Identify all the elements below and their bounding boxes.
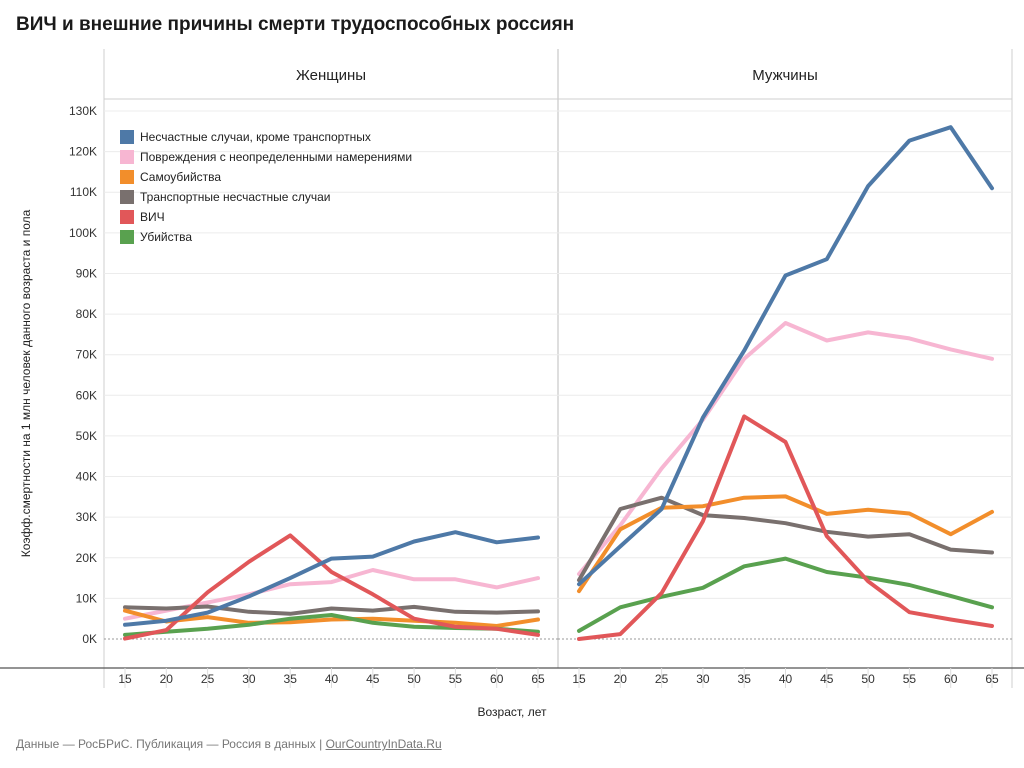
footer-text: Данные — РосБРиС. Публикация — Россия в … (16, 737, 326, 751)
panel-title-women: Женщины (296, 67, 366, 84)
x-tick-label: 45 (366, 672, 380, 686)
gridlines (104, 110, 1012, 640)
series-lines (123, 125, 994, 641)
series-line-men (577, 125, 994, 587)
y-tick-label: 50K (76, 429, 97, 443)
x-tick-label: 65 (531, 672, 545, 686)
x-tick-label: 30 (242, 672, 256, 686)
footer-link[interactable]: OurCountryInData.Ru (325, 737, 442, 751)
y-tick-label: 130K (69, 104, 97, 118)
legend-label: Убийства (140, 230, 192, 244)
series-line-women (123, 530, 540, 627)
x-tick-label: 30 (696, 672, 710, 686)
legend-label: Несчастные случаи, кроме транспортных (140, 130, 371, 144)
series-line-men (577, 494, 994, 594)
axes: 0K 10K 20K 30K 40K 50K 60K 70K 80K 90K 100K 110K 120… (19, 104, 999, 719)
chart-frame: Женщины Мужчины (0, 49, 1024, 688)
legend-swatch (120, 170, 134, 184)
y-tick-label: 100K (69, 226, 97, 240)
y-tick-label: 80K (76, 307, 97, 321)
y-axis-title: Коэфф.смертности на 1 млн человек данног… (19, 209, 33, 557)
x-tick-label: 35 (284, 672, 298, 686)
series-line-women (123, 533, 540, 641)
series-line-men (577, 414, 994, 641)
x-tick-label: 45 (820, 672, 834, 686)
x-tick-label: 40 (779, 672, 793, 686)
y-tick-label: 40K (76, 470, 97, 484)
x-tick-label: 25 (201, 672, 215, 686)
y-tick-label: 60K (76, 388, 97, 402)
x-tick-label: 20 (160, 672, 174, 686)
series-line-men (577, 556, 994, 633)
y-tick-label: 110K (70, 185, 97, 199)
y-tick-label: 0K (82, 632, 97, 646)
x-tick-label: 15 (572, 672, 586, 686)
x-tick-label: 65 (985, 672, 999, 686)
x-axis-title: Возраст, лет (478, 705, 548, 719)
x-tick-label: 50 (861, 672, 875, 686)
chart-title: ВИЧ и внешние причины смерти трудоспособ… (16, 14, 575, 35)
y-tick-label: 120K (69, 145, 97, 159)
legend-swatch (120, 130, 134, 144)
series-line-men (577, 495, 994, 583)
y-tick-label: 20K (76, 551, 97, 565)
x-tick-label: 55 (449, 672, 463, 686)
footer: Данные — РосБРиС. Публикация — Россия в … (16, 737, 442, 751)
x-tick-label: 60 (944, 672, 958, 686)
x-tick-label: 50 (407, 672, 421, 686)
panel-title-men: Мужчины (752, 67, 817, 84)
series-line-men (577, 321, 994, 576)
legend-swatch (120, 210, 134, 224)
y-tick-label: 10K (76, 591, 97, 605)
x-tick-label: 40 (325, 672, 339, 686)
x-tick-label: 20 (614, 672, 628, 686)
x-tick-label: 60 (490, 672, 504, 686)
series-line-women (123, 608, 540, 628)
x-tick-label: 35 (738, 672, 752, 686)
legend-label: ВИЧ (140, 210, 165, 224)
legend-swatch (120, 150, 134, 164)
y-tick-label: 30K (76, 510, 97, 524)
y-tick-label: 70K (76, 348, 97, 362)
x-tick-label: 55 (903, 672, 917, 686)
x-tick-label: 25 (655, 672, 669, 686)
x-tick-label: 15 (118, 672, 132, 686)
y-tick-label: 90K (76, 266, 97, 280)
legend: Несчастные случаи, кроме транспортных Пов… (120, 130, 412, 244)
legend-label: Транспортные несчастные случаи (140, 190, 330, 204)
legend-swatch (120, 190, 134, 204)
legend-label: Повреждения с неопределенными намерениям… (140, 150, 412, 164)
legend-swatch (120, 230, 134, 244)
legend-label: Самоубийства (140, 170, 221, 184)
